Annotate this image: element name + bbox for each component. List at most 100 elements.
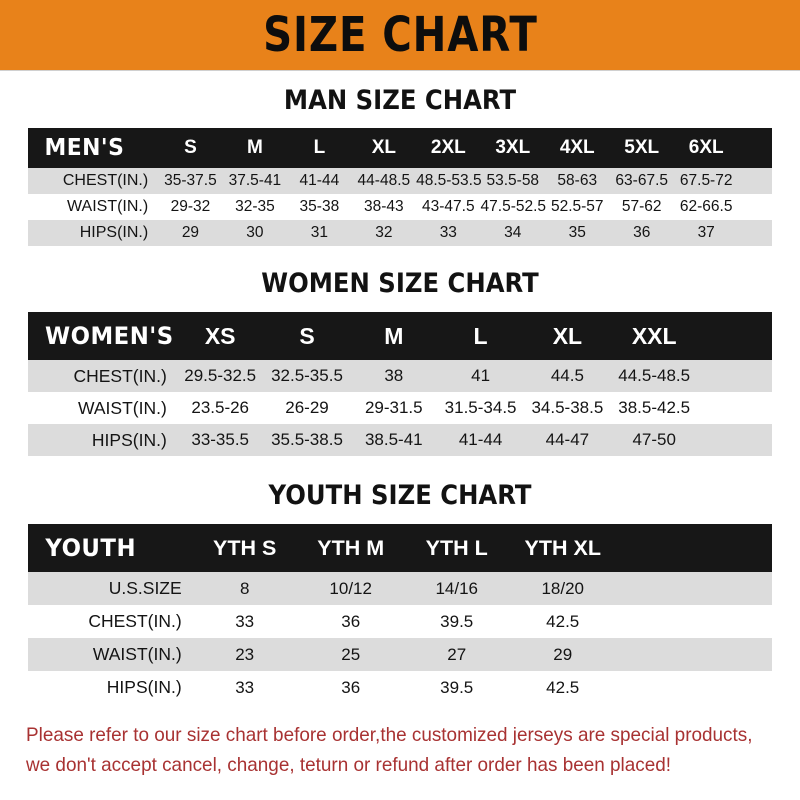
size-table-women: WOMEN'S XS S M L XL XXL CHEST(IN.) 29.5-32.5 32… [28,312,772,456]
cell-spacer-women-1 [698,392,772,424]
column-header-man-7: 5XL [624,137,660,158]
cell-spacer-women-2 [698,424,772,456]
column-header-youth-0: YTH S [213,535,277,560]
table-row: CHEST(IN.) 33 36 39.5 42.5 [28,605,772,638]
column-header-man-0: S [184,137,197,158]
row-label-women-0: CHEST(IN.) [73,365,167,386]
section-women: WOMEN SIZE CHART WOMEN'S XS S M L XL XXL CHES… [0,246,800,456]
cell-youth-3-0: 33 [235,677,255,697]
cell-spacer-women-0 [698,360,772,392]
cell-man-0-7: 63-67.5 [615,172,668,189]
cell-man-0-2: 41-44 [299,172,340,189]
column-header-women-2: M [384,322,404,349]
cell-youth-0-3: 18/20 [541,578,584,598]
table-header-row-youth: YOUTH YTH S YTH M YTH L YTH XL [28,524,772,572]
cell-youth-0-2: 14/16 [435,578,478,598]
section-title-man: MAN SIZE CHART [283,85,517,116]
cell-man-0-1: 37.5-41 [228,172,282,189]
page-banner: SIZE CHART [0,0,800,71]
table-row: CHEST(IN.) 29.5-32.5 32.5-35.5 38 41 44.5 44.5… [28,360,772,392]
column-header-man-3: XL [371,137,396,158]
cell-man-0-5: 53.5-58 [486,172,540,189]
row-label-women-1: WAIST(IN.) [78,397,167,418]
cell-youth-0-1: 10/12 [329,578,372,598]
cell-spacer-man-1 [738,194,772,220]
row-label-man-0: CHEST(IN.) [62,172,149,189]
cell-youth-2-2: 27 [447,644,467,664]
cell-women-0-4: 44.5 [550,366,584,385]
row-label-women-2: HIPS(IN.) [91,429,167,450]
row-label-youth-2: WAIST(IN.) [92,644,182,664]
cell-man-1-8: 62-66.5 [679,198,733,215]
cell-man-2-7: 36 [633,224,651,241]
cell-women-1-5: 38.5-42.5 [618,398,691,417]
cell-man-2-5: 34 [504,224,522,241]
cell-youth-2-0: 23 [235,644,255,664]
cell-women-2-3: 41-44 [458,430,503,449]
cell-man-0-3: 44-48.5 [357,172,411,189]
footer-line-2: we don't accept cancel, change, teturn o… [26,754,672,777]
cell-spacer-youth-3 [616,671,772,704]
cell-youth-1-3: 42.5 [546,611,580,631]
cell-women-0-5: 44.5-48.5 [618,366,691,385]
column-header-women-5: XXL [631,322,677,349]
cell-man-1-4: 43-47.5 [422,198,475,215]
row-label-man-2: HIPS(IN.) [79,224,149,241]
cell-women-0-0: 29.5-32.5 [184,366,257,385]
column-header-man-6: 4XL [559,137,595,158]
table-corner-label-man: MEN'S [44,135,125,161]
table-row: U.S.SIZE 8 10/12 14/16 18/20 [28,572,772,605]
table-corner-label-women: WOMEN'S [45,322,174,350]
table-row: WAIST(IN.) 23 25 27 29 [28,638,772,671]
cell-man-1-5: 47.5-52.5 [480,198,547,215]
table-row: CHEST(IN.) 35-37.5 37.5-41 41-44 44-48.5 48.5… [28,168,772,194]
cell-spacer-youth-1 [616,605,772,638]
table-wrap-youth: YOUTH YTH S YTH M YTH L YTH XL U.S.SIZE 8 10/… [28,524,772,704]
size-table-youth: YOUTH YTH S YTH M YTH L YTH XL U.S.SIZE 8 10/… [28,524,772,704]
column-header-women-3: L [473,322,488,349]
cell-women-1-0: 23.5-26 [191,398,250,417]
cell-man-2-1: 30 [246,224,264,241]
page-title: SIZE CHART [262,7,538,63]
cell-women-1-1: 26-29 [285,398,329,417]
cell-man-1-3: 38-43 [364,198,404,215]
cell-spacer-man-2 [738,220,772,246]
cell-spacer-youth-2 [616,638,772,671]
column-header-women-0: XS [204,322,236,349]
cell-man-2-3: 32 [375,224,393,241]
cell-women-2-0: 33-35.5 [191,430,250,449]
cell-man-2-0: 29 [181,224,200,241]
cell-man-2-2: 31 [310,224,328,241]
cell-youth-3-1: 36 [341,677,361,697]
cell-spacer-man-0 [738,168,772,194]
cell-man-0-6: 58-63 [557,172,598,189]
table-row: HIPS(IN.) 29 30 31 32 33 34 35 36 37 [28,220,772,246]
column-header-man-8: 6XL [688,137,724,158]
row-label-man-1: WAIST(IN.) [67,198,149,215]
cell-youth-3-3: 42.5 [546,677,580,697]
footer-line-1: Please refer to our size chart before or… [26,724,753,746]
row-label-youth-1: CHEST(IN.) [88,611,182,631]
cell-man-2-8: 37 [697,224,715,241]
cell-women-1-3: 31.5-34.5 [444,398,517,417]
column-header-women-4: XL [552,322,583,349]
cell-youth-1-2: 39.5 [440,611,474,631]
column-header-women-1: S [299,322,315,349]
section-title-women: WOMEN SIZE CHART [261,268,539,299]
section-man: MAN SIZE CHART MEN'S S M L XL 2XL 3XL 4XL 5XL 6X… [0,71,800,246]
table-header-row-women: WOMEN'S XS S M L XL XXL [28,312,772,360]
size-table-man: MEN'S S M L XL 2XL 3XL 4XL 5XL 6XL CHEST(IN.) 35-… [28,128,772,246]
table-row: HIPS(IN.) 33 36 39.5 42.5 [28,671,772,704]
table-wrap-man: MEN'S S M L XL 2XL 3XL 4XL 5XL 6XL CHEST(IN.) 35-… [28,128,772,246]
cell-man-0-8: 67.5-72 [679,172,733,189]
column-header-youth-2: YTH L [425,535,488,560]
cell-man-1-2: 35-38 [299,198,340,215]
cell-man-1-6: 52.5-57 [550,198,604,215]
column-header-spacer-youth [616,524,772,572]
column-header-man-5: 3XL [495,137,531,158]
cell-youth-3-2: 39.5 [440,677,474,697]
table-row: WAIST(IN.) 29-32 32-35 35-38 38-43 43-47.5 47.… [28,194,772,220]
cell-spacer-youth-0 [616,572,772,605]
cell-man-2-4: 33 [439,224,457,241]
